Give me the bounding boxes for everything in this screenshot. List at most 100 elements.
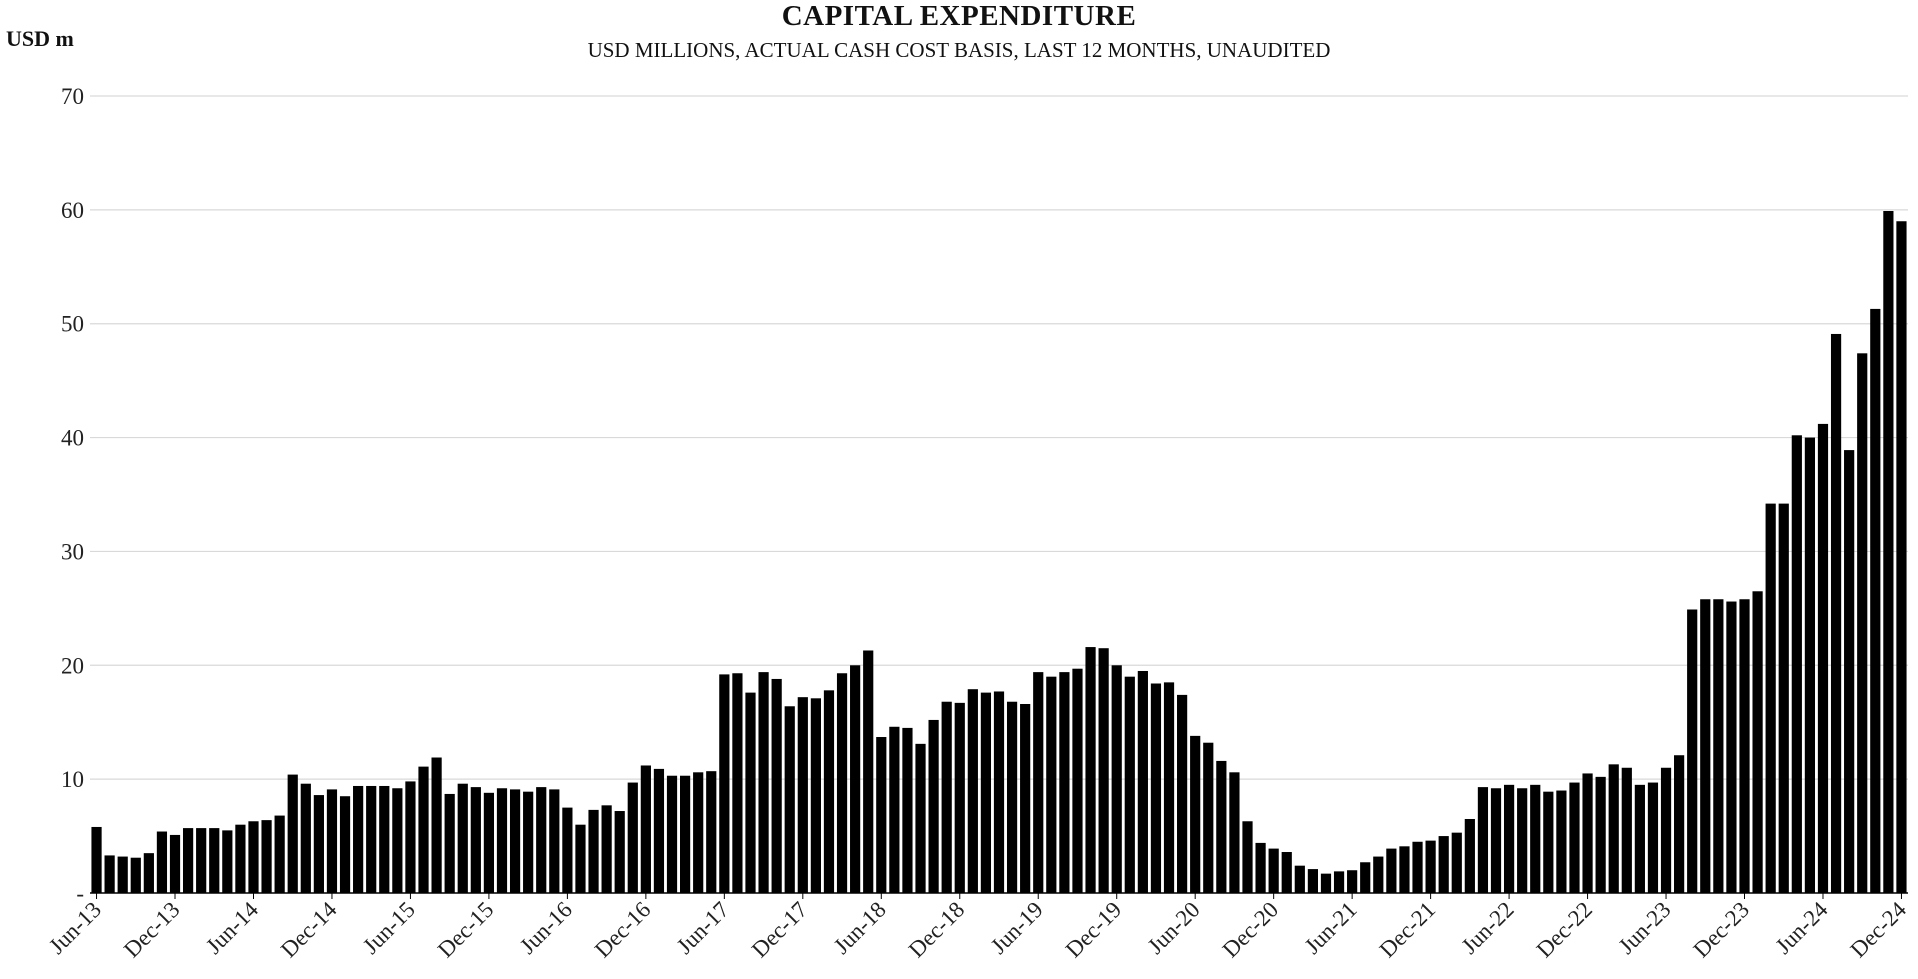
x-tick-label: Jun-16 (515, 897, 577, 959)
x-tick-label: Dec-14 (276, 897, 342, 963)
y-tick-label: 10 (61, 767, 84, 792)
bar (1137, 670, 1148, 893)
x-tick-label: Dec-18 (904, 897, 970, 963)
chart-subtitle: USD MILLIONS, ACTUAL CASH COST BASIS, LA… (587, 38, 1331, 62)
x-tick-label: Jun-14 (201, 897, 263, 959)
bar (1621, 767, 1632, 893)
bar (784, 706, 795, 893)
bar (222, 830, 233, 893)
bar (261, 820, 272, 893)
bar (1700, 599, 1711, 893)
bar (614, 811, 625, 893)
bar (470, 787, 481, 893)
bar (1830, 333, 1842, 893)
bar (235, 824, 246, 893)
bar (457, 783, 468, 893)
x-tick-label: Jun-23 (1614, 897, 1676, 959)
x-tick-label: Dec-17 (747, 897, 813, 963)
bar (169, 834, 181, 893)
bar (758, 672, 769, 893)
bar (1216, 760, 1227, 893)
bar (274, 815, 285, 893)
bars (91, 210, 1907, 894)
bar (601, 805, 612, 893)
y-tick-labels: - 10 20 30 40 50 60 70 (61, 84, 84, 906)
bar (1033, 672, 1044, 893)
y-tick-label: - (76, 881, 84, 906)
bar (339, 796, 351, 893)
bar (1242, 821, 1253, 893)
x-tick-label: Dec-24 (1845, 897, 1911, 963)
bar (1569, 782, 1580, 893)
bar (1294, 865, 1305, 893)
bar (287, 774, 298, 893)
bar (431, 757, 442, 893)
bar (575, 824, 586, 893)
bar (1268, 848, 1279, 893)
bar (1804, 437, 1816, 893)
bar (130, 857, 141, 893)
bar (1098, 648, 1109, 893)
bar (1817, 423, 1829, 893)
bar (1046, 676, 1057, 893)
bar (104, 855, 115, 893)
bar (1477, 787, 1489, 893)
bar (1713, 599, 1724, 893)
bar (326, 789, 338, 893)
bar (1608, 764, 1619, 893)
x-tick-label: Dec-20 (1218, 897, 1284, 963)
bar (496, 788, 508, 893)
bar (1111, 665, 1122, 893)
bar (1085, 647, 1096, 893)
x-tick-label: Dec-21 (1375, 897, 1441, 963)
bar (156, 831, 168, 893)
bar (143, 853, 154, 893)
bar (1857, 353, 1868, 893)
y-tick-label: 30 (61, 539, 84, 564)
bar (1791, 435, 1802, 893)
bar (366, 785, 377, 893)
x-tick-label: Dec-23 (1689, 897, 1755, 963)
bar (679, 775, 691, 893)
bar (745, 692, 756, 893)
x-tick-label: Jun-15 (358, 897, 420, 959)
bar (1490, 788, 1502, 893)
bar (1543, 791, 1554, 893)
bar (850, 665, 861, 893)
bar (182, 828, 194, 893)
x-tick-label: Dec-16 (590, 897, 656, 963)
x-tick-label: Jun-20 (1143, 897, 1205, 959)
axes (90, 892, 1908, 899)
bar (523, 791, 534, 893)
bar (836, 673, 848, 893)
bar (706, 771, 717, 893)
bar (1020, 703, 1031, 893)
bar (1726, 601, 1737, 893)
bar (967, 689, 978, 893)
bar (1739, 599, 1750, 893)
chart-title: CAPITAL EXPENDITURE (781, 0, 1137, 32)
bar (1124, 676, 1135, 893)
bar (1203, 742, 1214, 893)
bar (353, 785, 364, 893)
bar (562, 807, 573, 893)
bar (627, 782, 638, 893)
bar (771, 678, 782, 893)
bar (993, 691, 1005, 893)
x-tick-label: Jun-18 (829, 897, 891, 959)
bar (1072, 668, 1083, 893)
bar (1687, 609, 1698, 893)
bar (1896, 221, 1907, 893)
bar (549, 789, 560, 893)
bar (889, 726, 900, 893)
bar (418, 766, 429, 893)
bar (1386, 848, 1397, 893)
x-tick-label: Dec-19 (1061, 897, 1127, 963)
x-tick-label: Jun-21 (1300, 897, 1362, 959)
bar (863, 650, 874, 893)
bar (1425, 840, 1436, 893)
bar (1752, 591, 1763, 893)
y-tick-label: 50 (61, 312, 84, 337)
bar (1412, 841, 1423, 893)
bar (1320, 873, 1332, 893)
